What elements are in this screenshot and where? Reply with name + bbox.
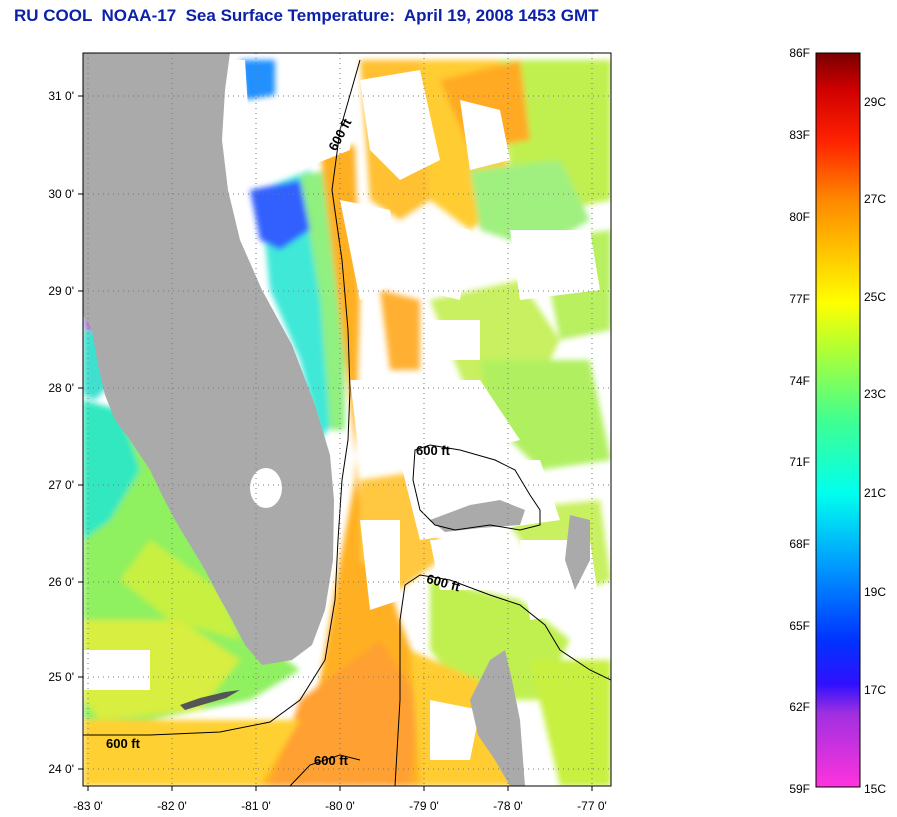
- bahamas-land: [430, 500, 525, 532]
- colorbar-f-label: 59F: [789, 782, 810, 796]
- isobath-label: 600 ft: [416, 443, 451, 458]
- colorbar-f-label: 83F: [789, 128, 810, 142]
- lon-tick-label: -83 0': [73, 799, 103, 813]
- lon-tick-label: -82 0': [157, 799, 187, 813]
- axis-ticks: [78, 95, 593, 791]
- lon-tick-label: -81 0': [241, 799, 271, 813]
- lat-tick-label: 24 0': [48, 762, 74, 776]
- graticule: [83, 53, 611, 786]
- lat-tick-label: 25 0': [48, 670, 74, 684]
- florida-land: [83, 53, 334, 665]
- colorbar-c-label: 23C: [864, 387, 886, 401]
- lon-tick-label: -80 0': [325, 799, 355, 813]
- lon-tick-label: -79 0': [409, 799, 439, 813]
- colorbar-f-label: 74F: [789, 374, 810, 388]
- colorbar-c-label: 17C: [864, 683, 886, 697]
- lat-tick-label: 27 0': [48, 478, 74, 492]
- lat-tick-label: 31 0': [48, 89, 74, 103]
- colorbar: [815, 52, 861, 788]
- map-frame: [82, 52, 612, 787]
- colorbar-f-label: 86F: [789, 46, 810, 60]
- lon-tick-label: -77 0': [577, 799, 607, 813]
- colorbar-c-label: 25C: [864, 290, 886, 304]
- map-title: RU COOL NOAA-17 Sea Surface Temperature:…: [14, 6, 599, 25]
- colorbar-f-label: 68F: [789, 537, 810, 551]
- colorbar-c-label: 27C: [864, 192, 886, 206]
- colorbar-c-label: 15C: [864, 782, 886, 796]
- lake-okeechobee: [250, 468, 282, 508]
- colorbar-c-label: 29C: [864, 95, 886, 109]
- isobath-lines: [83, 59, 611, 786]
- colorbar-f-label: 62F: [789, 700, 810, 714]
- lat-tick-label: 30 0': [48, 187, 74, 201]
- lat-tick-label: 29 0': [48, 284, 74, 298]
- colorbar-f-label: 77F: [789, 292, 810, 306]
- lon-tick-label: -78 0': [493, 799, 523, 813]
- colorbar-f-label: 71F: [789, 455, 810, 469]
- colorbar-c-label: 19C: [864, 585, 886, 599]
- isobath-label: 600 ft: [106, 736, 141, 751]
- colorbar-c-label: 21C: [864, 486, 886, 500]
- lat-tick-label: 26 0': [48, 575, 74, 589]
- isobath-label: 600 ft: [314, 753, 349, 768]
- sst-field: [83, 53, 611, 786]
- colorbar-f-label: 65F: [789, 619, 810, 633]
- lat-tick-label: 28 0': [48, 381, 74, 395]
- colorbar-f-label: 80F: [789, 210, 810, 224]
